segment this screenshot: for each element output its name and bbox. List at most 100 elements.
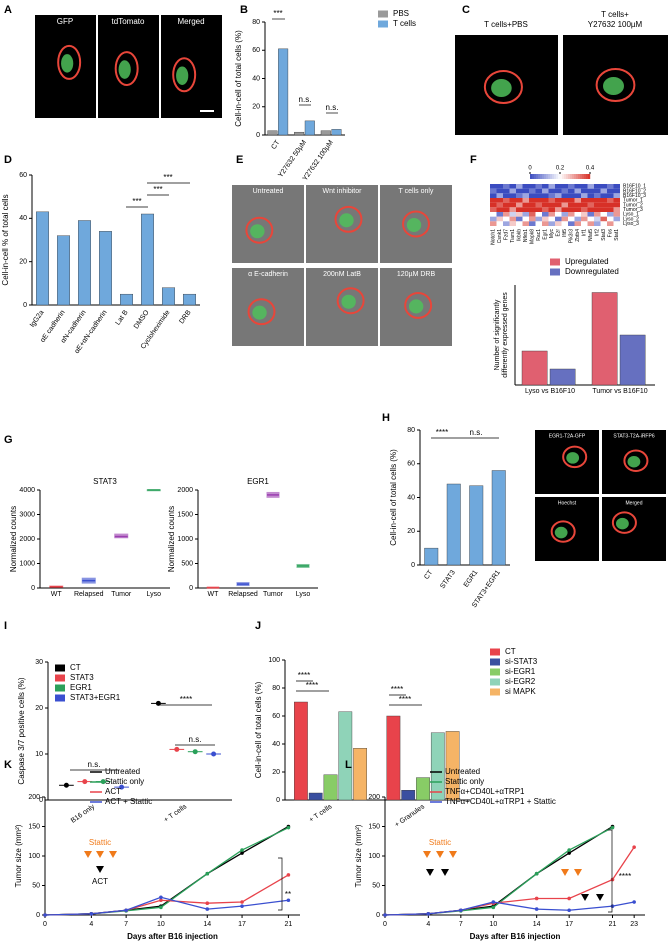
x-tick-label: 4 bbox=[426, 921, 430, 928]
column-label: Ikbkb bbox=[517, 229, 523, 241]
dot bbox=[82, 779, 88, 785]
heatmap-cell bbox=[587, 212, 594, 217]
annotation: *** bbox=[153, 185, 162, 194]
heatmap-cell bbox=[496, 207, 503, 212]
heatmap-cell bbox=[600, 207, 607, 212]
annotation: **** bbox=[436, 428, 448, 437]
heatmap-cell bbox=[574, 188, 581, 194]
y-tick-label: 60 bbox=[272, 713, 280, 720]
legend-label: STAT3 bbox=[70, 673, 94, 682]
heatmap-cell bbox=[607, 202, 614, 208]
heatmap-cell bbox=[600, 212, 607, 217]
heatmap-cell bbox=[555, 193, 562, 198]
cell-shape bbox=[550, 520, 576, 543]
x-tick-label: 0 bbox=[43, 921, 47, 928]
point bbox=[159, 905, 163, 910]
heatmap-cell bbox=[587, 198, 594, 203]
point bbox=[205, 871, 210, 876]
heatmap-cell bbox=[516, 184, 523, 189]
heatmap-cell bbox=[548, 212, 555, 217]
x-tick-label: Relapsed bbox=[228, 591, 258, 598]
cell-shape bbox=[616, 517, 629, 530]
heatmap-cell bbox=[509, 207, 516, 212]
heatmap-cell bbox=[613, 198, 620, 203]
heatmap-cell bbox=[548, 221, 555, 226]
y-axis-label: Caspase 3/7 positive cells (%) bbox=[17, 677, 26, 784]
heatmap-cell bbox=[574, 221, 581, 226]
heatmap-cell bbox=[529, 193, 536, 198]
column-label: Ezr bbox=[556, 229, 562, 237]
y-tick-label: 50 bbox=[372, 882, 380, 889]
heatmap-cell bbox=[581, 207, 588, 212]
bar bbox=[401, 790, 416, 801]
heatmap-cell bbox=[548, 202, 555, 208]
heatmap-cell bbox=[535, 212, 542, 217]
heatmap-cell bbox=[574, 207, 581, 212]
heatmap-cell bbox=[516, 193, 523, 198]
heatmap-cell bbox=[581, 193, 588, 198]
colorbar-step bbox=[582, 174, 585, 179]
annotation: ACT bbox=[92, 877, 108, 886]
heatmap-cell bbox=[496, 221, 503, 226]
heatmap-cell bbox=[522, 202, 529, 208]
x-tick-label: Tumor bbox=[263, 591, 284, 598]
image-label: Merged bbox=[626, 500, 643, 506]
cell-shape bbox=[336, 287, 365, 315]
row-label: Lyso_3 bbox=[623, 221, 639, 227]
row-label: B16F10_3 bbox=[623, 193, 646, 199]
heatmap-cell bbox=[529, 202, 536, 208]
point bbox=[205, 907, 210, 911]
arrow bbox=[441, 869, 449, 876]
image-label: Y27632 100µM bbox=[588, 20, 643, 29]
y-tick-label: 1500 bbox=[177, 511, 193, 518]
image-label: EGR1-T2A-GFP bbox=[549, 433, 586, 439]
heatmap-cell bbox=[607, 184, 614, 189]
y-tick-label: 100 bbox=[368, 853, 380, 860]
heatmap-cell bbox=[561, 198, 568, 203]
column-label: Pik3r3 bbox=[569, 229, 575, 243]
heatmap-cell bbox=[503, 198, 510, 203]
bar bbox=[36, 211, 50, 306]
heatmap-cell bbox=[509, 221, 516, 226]
column-label: Ifit5 bbox=[562, 229, 568, 237]
arrow bbox=[561, 869, 569, 876]
panel-letter: A bbox=[4, 4, 12, 16]
panel-letter: B bbox=[240, 4, 248, 16]
heatmap-cell bbox=[522, 193, 529, 198]
legend-swatch bbox=[490, 678, 500, 686]
heatmap-cell bbox=[529, 207, 536, 212]
micrograph bbox=[232, 268, 304, 346]
scale-bar bbox=[200, 110, 214, 112]
colorbar-step bbox=[576, 174, 579, 179]
heatmap-cell bbox=[503, 216, 510, 222]
annotation: **** bbox=[391, 685, 403, 694]
y-tick-label: 0 bbox=[189, 585, 193, 592]
bar bbox=[267, 130, 278, 136]
heatmap-cell bbox=[490, 221, 497, 226]
x-tick-label: Tumor vs B16F10 bbox=[592, 388, 647, 395]
panel-letter: H bbox=[382, 412, 390, 424]
cell-shape bbox=[566, 452, 580, 464]
micrograph bbox=[161, 15, 222, 118]
cell-shape bbox=[247, 298, 276, 326]
y-tick-label: 0 bbox=[376, 912, 380, 919]
point bbox=[286, 873, 291, 877]
y-axis-label: Cell-in-cell of total cells (%) bbox=[254, 681, 263, 778]
image-label: GFP bbox=[57, 17, 73, 26]
point bbox=[159, 895, 163, 900]
heatmap-cell bbox=[509, 202, 516, 208]
heatmap-cell bbox=[542, 221, 549, 226]
y-tick-label: 0 bbox=[39, 797, 43, 804]
y-tick-label: 40 bbox=[19, 215, 27, 222]
micrograph bbox=[306, 268, 378, 346]
heatmap-cell bbox=[568, 198, 575, 203]
heatmap-cell bbox=[522, 207, 529, 212]
heatmap-cell bbox=[594, 207, 601, 212]
heatmap-cell bbox=[561, 221, 568, 226]
colorbar-step bbox=[580, 174, 583, 179]
point bbox=[610, 877, 615, 882]
bar bbox=[521, 350, 548, 386]
heatmap-cell bbox=[516, 216, 523, 222]
y-tick-label: 20 bbox=[19, 259, 27, 266]
